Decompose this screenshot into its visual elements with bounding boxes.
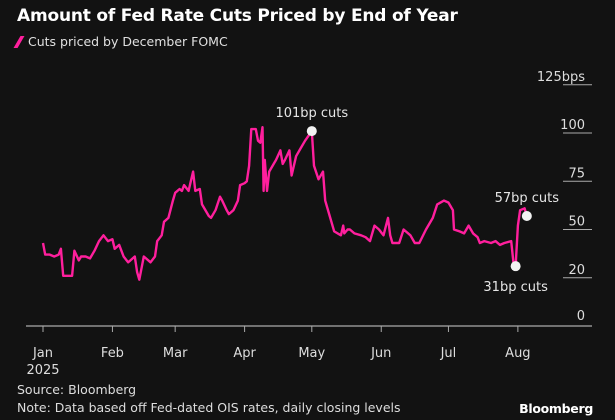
series-line [41, 126, 528, 281]
annotation-label: 31bp cuts [483, 280, 548, 295]
x-tick-label: Aug [505, 346, 530, 361]
x-tick-sublabel: 2025 [26, 363, 59, 378]
x-tick-label: Jun [370, 346, 391, 361]
legend: Cuts priced by December FOMC [13, 34, 228, 49]
bloomberg-logo: Bloomberg [519, 401, 593, 416]
x-tick-label: Mar [163, 346, 188, 361]
x-tick-label: Apr [233, 346, 256, 361]
data-note: Note: Data based off Fed-dated OIS rates… [17, 400, 401, 415]
annotation-label: 57bp cuts [495, 191, 560, 206]
annotation-label: 101bp cuts [275, 106, 348, 121]
y-tick-label: 0 [577, 309, 585, 324]
legend-label: Cuts priced by December FOMC [28, 34, 228, 49]
x-tick-label: Jan [32, 346, 53, 361]
y-tick-label: 50 [568, 215, 585, 230]
x-tick-label: May [298, 346, 325, 361]
y-tick-label: 20 [568, 263, 585, 278]
y-tick-label: 75 [568, 166, 585, 181]
annotation-dot [510, 261, 521, 272]
y-tick-label: 125bps [537, 70, 585, 85]
source-note: Source: Bloomberg [17, 382, 137, 397]
annotation-dot [306, 126, 317, 137]
x-tick-label: Feb [101, 346, 124, 361]
y-tick-label: 100 [560, 118, 585, 133]
annotation-dot [521, 210, 532, 221]
x-tick-label: Jul [440, 346, 457, 361]
chart-title: Amount of Fed Rate Cuts Priced by End of… [17, 6, 458, 26]
